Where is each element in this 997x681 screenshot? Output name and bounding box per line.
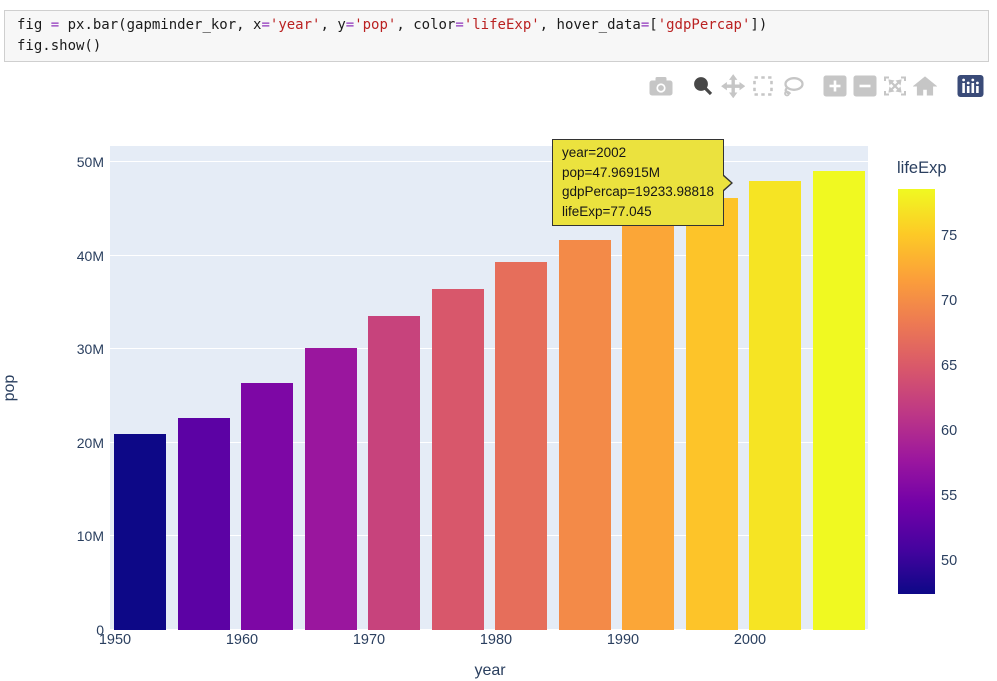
modebar-separator (940, 86, 952, 87)
gridline (110, 441, 868, 443)
code-token: , color (396, 17, 456, 33)
code-cell[interactable]: fig = px.bar(gapminder_kor, x='year', y=… (4, 10, 989, 62)
gridline (110, 535, 868, 537)
bar-1972[interactable] (368, 316, 421, 630)
bar-1997[interactable] (685, 197, 738, 630)
plotly-logo-button[interactable] (952, 73, 988, 99)
y-tick-label: 10M (76, 528, 104, 545)
zoom-out-button[interactable] (850, 73, 880, 99)
box-select-button[interactable] (748, 73, 778, 99)
plotly-logo-icon (957, 75, 983, 97)
zoom-button[interactable] (688, 73, 718, 99)
tooltip-line: pop=47.96915M (562, 164, 660, 180)
lasso-select-button[interactable] (778, 73, 808, 99)
bar-1967[interactable] (304, 347, 357, 630)
code-token: = (50, 17, 60, 33)
colorbar-gradient[interactable] (898, 189, 935, 594)
bar-2007[interactable] (812, 170, 865, 630)
hover-tooltip: year=2002 pop=47.96915M gdpPercap=19233.98… (552, 139, 734, 226)
home-icon (913, 76, 937, 96)
code-token: = (455, 17, 464, 33)
y-tick-label: 50M (76, 154, 104, 170)
bar-2002[interactable] (749, 181, 802, 630)
colorbar-tick-label: 55 (941, 487, 958, 504)
bar-1957[interactable] (177, 418, 230, 630)
x-tick-label: 1990 (606, 632, 640, 648)
reset-axes-button[interactable] (910, 73, 940, 99)
modebar-separator (808, 86, 820, 87)
y-tick-label: 0 (96, 622, 104, 638)
x-tick-label: 1950 (98, 632, 132, 648)
code-token: 'lifeExp' (463, 17, 540, 33)
plotly-modebar (646, 72, 988, 100)
gridline (110, 161, 868, 162)
code-token: 'gdpPercap' (657, 17, 751, 33)
tooltip-line: lifeExp=77.045 (562, 203, 652, 219)
pan-button[interactable] (718, 73, 748, 99)
x-axis-title: year (474, 662, 506, 679)
code-token: = (640, 17, 650, 33)
code-token: ]) (750, 17, 768, 33)
code-token: [ (649, 17, 658, 33)
code-token: , hover_data (539, 17, 641, 33)
colorbar-tick-label: 50 (941, 552, 958, 569)
plot-area[interactable] (110, 146, 868, 630)
zoom-icon (694, 77, 713, 96)
code-token: = (345, 17, 355, 33)
gridline (110, 348, 868, 350)
tooltip-line: year=2002 (562, 145, 627, 160)
bar-1987[interactable] (558, 240, 611, 630)
colorbar-tick-label: 65 (941, 358, 958, 374)
autoscale-button[interactable] (880, 73, 910, 99)
bar-1952[interactable] (114, 433, 167, 630)
colorbar-tick-label: 75 (941, 228, 958, 245)
gridline (110, 254, 868, 256)
bar-1982[interactable] (495, 261, 548, 630)
code-line: fig.show() (17, 36, 976, 57)
y-tick-label: 20M (76, 434, 104, 451)
colorbar-tick-label: 70 (941, 293, 958, 310)
tooltip-line: gdpPercap=19233.98818 (562, 184, 715, 199)
zoom-in-button[interactable] (820, 73, 850, 99)
autoscale-icon (884, 76, 906, 96)
zoom-in-icon (823, 75, 847, 97)
zoom-out-icon (853, 75, 877, 97)
download-png-button[interactable] (646, 73, 676, 99)
bar-1962[interactable] (241, 382, 294, 630)
x-tick-label: 1970 (352, 632, 386, 648)
modebar-separator (676, 86, 688, 87)
code-token: 'year' (269, 17, 321, 33)
x-tick-label: 1980 (479, 632, 513, 648)
code-token: 'pop' (354, 17, 397, 33)
bar-1977[interactable] (431, 288, 484, 630)
pan-icon (721, 74, 745, 98)
code-token: fig.show() (17, 38, 102, 54)
code-token: = (261, 17, 270, 33)
code-token: fig (17, 17, 51, 33)
lasso-select-icon (784, 77, 804, 97)
y-tick-label: 40M (76, 247, 104, 264)
bar-1992[interactable] (622, 219, 675, 630)
box-select-icon (753, 76, 773, 96)
camera-icon (649, 77, 673, 96)
y-tick-label: 30M (76, 341, 104, 358)
x-tick-label: 1960 (225, 632, 259, 648)
colorbar-tick-label: 60 (941, 422, 958, 439)
code-token: , y (320, 17, 346, 33)
gridline (110, 629, 868, 630)
code-line: fig = px.bar(gapminder_kor, x='year', y=… (17, 15, 976, 36)
x-tick-label: 2000 (733, 632, 767, 648)
y-axis-title: pop (1, 374, 18, 402)
tooltip-arrow-fill (723, 176, 732, 190)
colorbar-title: lifeExp (897, 159, 947, 177)
code-token: px.bar(gapminder_kor, x (59, 17, 262, 33)
